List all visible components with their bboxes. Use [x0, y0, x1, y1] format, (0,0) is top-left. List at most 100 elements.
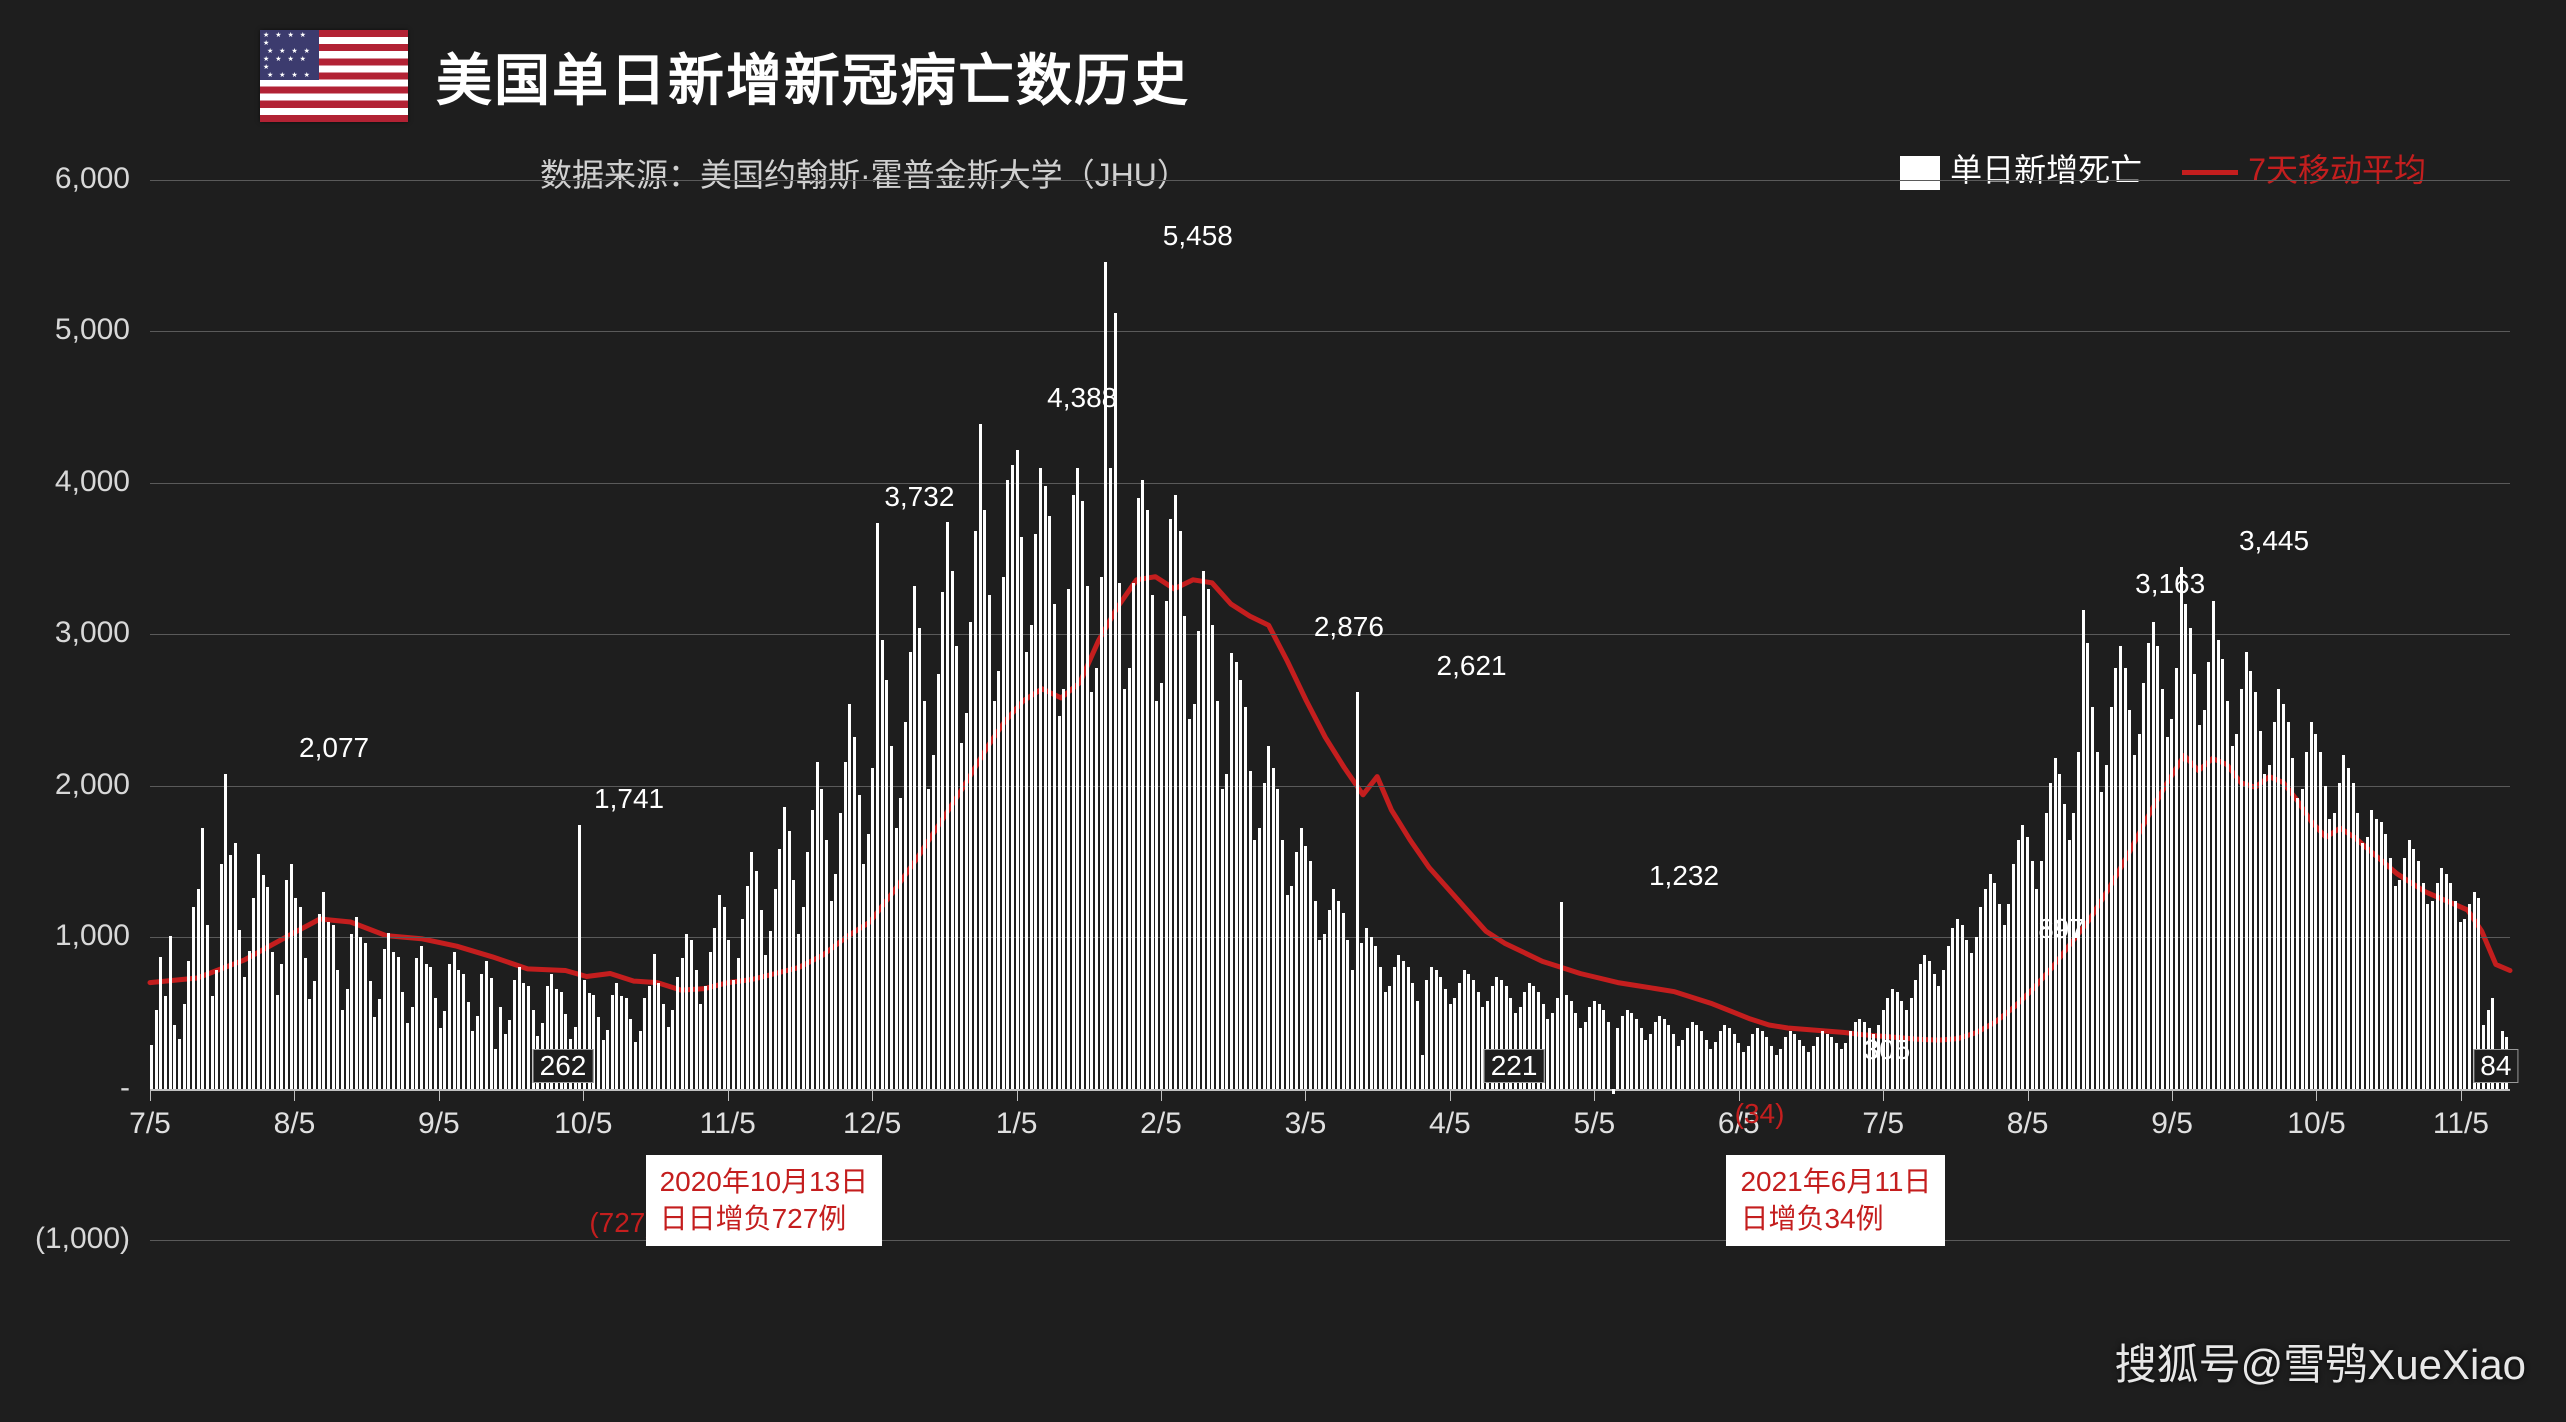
bar [266, 887, 269, 1088]
bar [918, 628, 921, 1088]
bar [467, 1002, 470, 1088]
bar [2342, 755, 2345, 1088]
bar [1719, 1031, 1722, 1089]
bar [774, 889, 777, 1089]
gridline [150, 1240, 2510, 1241]
bar [1914, 980, 1917, 1089]
bar [2338, 783, 2341, 1089]
bar [1179, 531, 1182, 1088]
bar [2291, 758, 2294, 1088]
peak-label: 2,621 [1437, 650, 1507, 682]
bar [1155, 701, 1158, 1089]
bar [2287, 722, 2290, 1088]
bar [1188, 719, 1191, 1088]
bar [2468, 904, 2471, 1089]
bar [955, 646, 958, 1088]
bar [1621, 1016, 1624, 1089]
bar [895, 828, 898, 1088]
bar [685, 934, 688, 1088]
bar [890, 746, 893, 1088]
bar [1076, 468, 1079, 1089]
bar [881, 640, 884, 1088]
bar [1705, 1040, 1708, 1088]
bar [937, 674, 940, 1089]
bar [2175, 668, 2178, 1089]
bar [2100, 792, 2103, 1089]
bar [448, 964, 451, 1088]
bar [2003, 925, 2006, 1089]
bar [2147, 643, 2150, 1088]
bar [350, 934, 353, 1088]
bar [364, 943, 367, 1088]
bar [1793, 1034, 1796, 1089]
peak-label: 1,741 [594, 783, 664, 815]
bar [299, 907, 302, 1089]
bar [2389, 858, 2392, 1088]
bar [1598, 1004, 1601, 1089]
bar [904, 722, 907, 1088]
us-flag-icon: ★ ★ ★ ★ ★ ★ ★ ★ ★★ ★ ★ ★ ★ ★ ★ ★ ★★ ★ ★ … [260, 30, 408, 122]
bar [1467, 974, 1470, 1089]
bar [2212, 601, 2215, 1089]
bar [2021, 825, 2024, 1088]
bar [1658, 1016, 1661, 1089]
bar [839, 813, 842, 1089]
bar [1775, 1055, 1778, 1088]
bar [681, 958, 684, 1088]
bar [1221, 789, 1224, 1089]
bar [1565, 995, 1568, 1089]
bar [1435, 970, 1438, 1088]
watermark: 搜狐号@雪鸮XueXiao [2115, 1331, 2526, 1392]
bar [1276, 789, 1279, 1089]
bar [290, 864, 293, 1088]
bar [1923, 955, 1926, 1088]
bar [2314, 734, 2317, 1088]
bars-group [150, 180, 2510, 1240]
bar [1761, 1031, 1764, 1089]
bar [848, 704, 851, 1089]
bar [429, 967, 432, 1088]
bar [1430, 967, 1433, 1088]
bar [825, 840, 828, 1088]
bar [415, 958, 418, 1088]
bar [1058, 716, 1061, 1089]
bar [695, 970, 698, 1088]
bar [629, 1019, 632, 1089]
bar [183, 1004, 186, 1089]
bar [1593, 1001, 1596, 1089]
bar [1723, 1025, 1726, 1089]
bar [1742, 1052, 1745, 1088]
bar [1993, 883, 1996, 1089]
y-axis-label: 6,000 [10, 162, 130, 196]
bar [1728, 1028, 1731, 1089]
bar [2114, 668, 2117, 1089]
bar [1337, 901, 1340, 1089]
bar [2249, 671, 2252, 1089]
bar [1132, 583, 1135, 1089]
bar [280, 964, 283, 1088]
bar [2463, 919, 2466, 1089]
bar [1374, 946, 1377, 1088]
bar [150, 1045, 153, 1089]
bar [346, 989, 349, 1089]
bar [671, 1010, 674, 1089]
bar [318, 914, 321, 1088]
bar [1654, 1022, 1657, 1089]
bar [2366, 837, 2369, 1088]
bar [1030, 625, 1033, 1088]
bar [1737, 1043, 1740, 1088]
bar [2068, 840, 2071, 1088]
bar [1765, 1037, 1768, 1088]
bar [224, 774, 227, 1089]
bar [476, 1016, 479, 1089]
bar [1588, 1007, 1591, 1089]
bar [2347, 768, 2350, 1089]
bar [234, 843, 237, 1088]
callout-box: 2021年6月11日日增负34例 [1726, 1155, 1945, 1247]
bar [1123, 689, 1126, 1089]
bar [522, 983, 525, 1089]
bar [155, 1010, 158, 1089]
bar [830, 901, 833, 1089]
bar [778, 849, 781, 1088]
bar [2124, 668, 2127, 1089]
